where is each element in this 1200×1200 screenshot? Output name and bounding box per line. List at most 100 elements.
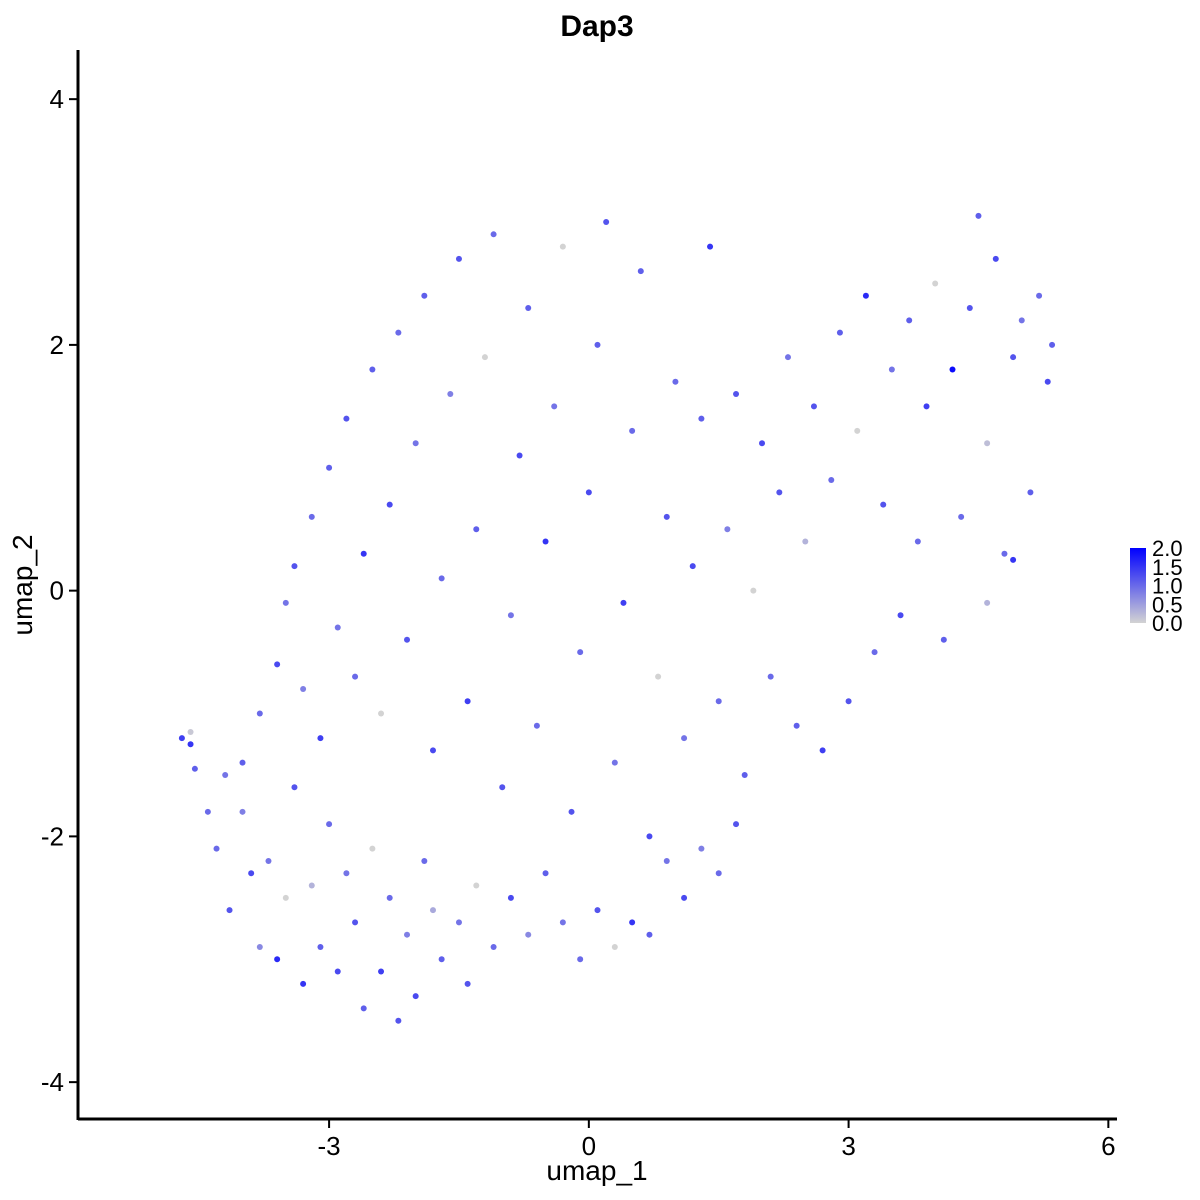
data-point xyxy=(672,378,679,385)
data-point xyxy=(897,612,904,619)
data-point xyxy=(577,649,584,656)
data-point xyxy=(274,956,281,963)
data-point xyxy=(317,735,324,742)
data-point xyxy=(291,563,298,570)
data-point xyxy=(308,513,315,520)
x-axis-label: umap_1 xyxy=(546,1155,647,1186)
colorbar-label: 1.5 xyxy=(1152,555,1183,580)
data-point xyxy=(715,870,722,877)
data-point xyxy=(793,722,800,729)
data-point xyxy=(594,341,601,348)
data-point xyxy=(888,366,895,373)
data-point xyxy=(282,599,289,606)
data-point xyxy=(334,968,341,975)
data-point xyxy=(940,636,947,643)
data-point xyxy=(378,968,385,975)
data-point xyxy=(663,857,670,864)
data-point xyxy=(646,833,653,840)
data-point xyxy=(464,698,471,705)
data-point xyxy=(490,231,497,238)
data-point xyxy=(429,747,436,754)
data-point xyxy=(577,956,584,963)
data-point xyxy=(187,728,194,735)
data-point xyxy=(984,599,991,606)
data-point xyxy=(239,759,246,766)
data-point xyxy=(343,870,350,877)
data-point xyxy=(681,894,688,901)
data-point xyxy=(222,771,229,778)
data-point xyxy=(386,501,393,508)
data-point xyxy=(810,403,817,410)
data-point xyxy=(1010,354,1017,361)
data-point xyxy=(191,765,198,772)
chart-title: Dap3 xyxy=(560,10,633,43)
data-point xyxy=(308,882,315,889)
data-point xyxy=(992,255,999,262)
data-point xyxy=(620,599,627,606)
data-point xyxy=(741,771,748,778)
data-point xyxy=(1018,317,1025,324)
data-point xyxy=(525,931,532,938)
data-point xyxy=(629,919,636,926)
data-point xyxy=(490,943,497,950)
colorbar-legend: 2.01.51.00.50.0 xyxy=(1130,536,1183,636)
data-point xyxy=(378,710,385,717)
data-point xyxy=(698,415,705,422)
data-point xyxy=(438,575,445,582)
data-point xyxy=(767,673,774,680)
data-point xyxy=(300,980,307,987)
data-point xyxy=(724,526,731,533)
data-point xyxy=(256,943,263,950)
data-point xyxy=(213,845,220,852)
data-point xyxy=(248,870,255,877)
colorbar-label: 0.0 xyxy=(1152,611,1183,636)
data-point xyxy=(733,391,740,398)
data-point xyxy=(360,1005,367,1012)
data-point xyxy=(421,857,428,864)
data-point xyxy=(932,280,939,287)
x-tick-label: 6 xyxy=(1101,1131,1115,1161)
data-point xyxy=(438,956,445,963)
data-point xyxy=(637,268,644,275)
data-point xyxy=(836,329,843,336)
data-point xyxy=(395,329,402,336)
y-axis-label: umap_2 xyxy=(7,534,38,635)
data-point xyxy=(412,993,419,1000)
data-point xyxy=(369,366,376,373)
data-point xyxy=(966,305,973,312)
data-point xyxy=(542,870,549,877)
data-point xyxy=(265,857,272,864)
data-point xyxy=(871,649,878,656)
data-point xyxy=(568,808,575,815)
points-layer xyxy=(178,212,1056,1024)
data-point xyxy=(551,403,558,410)
data-point xyxy=(949,366,956,373)
data-point xyxy=(317,943,324,950)
data-point xyxy=(516,452,523,459)
data-point xyxy=(958,513,965,520)
data-point xyxy=(646,931,653,938)
data-point xyxy=(343,415,350,422)
data-point xyxy=(906,317,913,324)
data-point xyxy=(1036,292,1043,299)
data-point xyxy=(395,1017,402,1024)
data-point xyxy=(1001,550,1008,557)
data-point xyxy=(473,526,480,533)
data-point xyxy=(455,255,462,262)
y-ticks: -4 -2 0 2 4 xyxy=(41,84,78,1097)
data-point xyxy=(404,636,411,643)
data-point xyxy=(274,661,281,668)
data-point xyxy=(828,477,835,484)
data-point xyxy=(880,501,887,508)
data-point xyxy=(819,747,826,754)
y-tick-label: -2 xyxy=(41,821,64,851)
data-point xyxy=(204,808,211,815)
data-point xyxy=(226,907,233,914)
data-point xyxy=(1044,378,1051,385)
data-point xyxy=(733,821,740,828)
data-point xyxy=(447,391,454,398)
data-point xyxy=(507,612,514,619)
colorbar-label: 1.0 xyxy=(1152,574,1183,599)
data-point xyxy=(187,741,194,748)
